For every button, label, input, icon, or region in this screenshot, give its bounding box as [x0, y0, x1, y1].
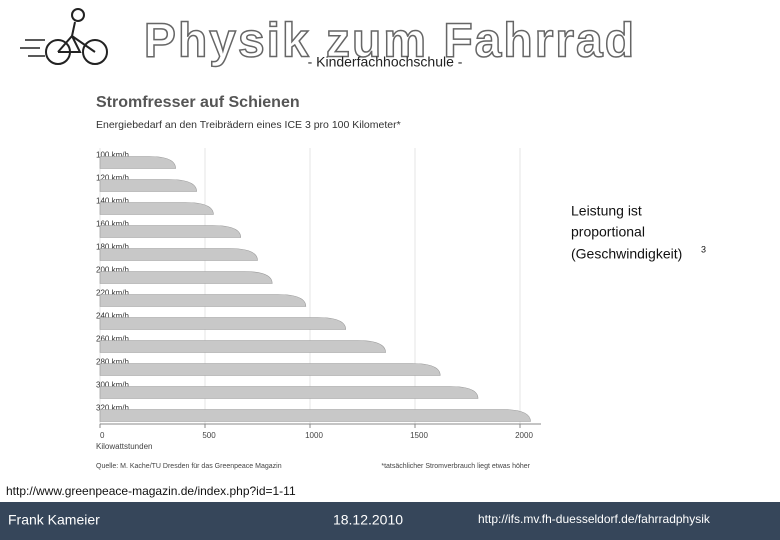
- bar: [99, 225, 242, 238]
- y-tick-label: 140 km/h: [96, 197, 129, 206]
- bar: [99, 363, 441, 376]
- bar: [99, 340, 386, 353]
- chart-title: Stromfresser auf Schienen: [96, 94, 300, 111]
- annotation-line: proportional: [571, 224, 645, 240]
- footer-url: http://ifs.mv.fh-duesseldorf.de/fahrradp…: [478, 512, 711, 526]
- annotation-exponent: 3: [701, 244, 706, 254]
- footer-author: Frank Kameier: [8, 512, 100, 528]
- y-tick-label: 120 km/h: [96, 174, 129, 183]
- y-tick-label: 240 km/h: [96, 312, 129, 321]
- bar: [99, 317, 347, 330]
- y-tick-label: 160 km/h: [96, 220, 129, 229]
- y-tick-label: 200 km/h: [96, 266, 129, 275]
- y-tick-label: 280 km/h: [96, 358, 129, 367]
- slide-title: Physik zum Fahrrad: [144, 15, 636, 68]
- footer-date: 18.12.2010: [333, 512, 403, 528]
- bar: [99, 179, 197, 192]
- bicycle-icon: [20, 8, 108, 65]
- x-tick-label: 2000: [515, 431, 533, 440]
- x-tick-label: 1000: [305, 431, 323, 440]
- bar: [99, 156, 176, 169]
- x-tick-label: 500: [202, 431, 216, 440]
- y-tick-label: 320 km/h: [96, 404, 129, 413]
- annotation-line: Leistung ist: [571, 203, 642, 219]
- bar: [99, 386, 479, 399]
- chart-source: Quelle: M. Kache/TU Dresden für das Gree…: [96, 463, 282, 470]
- annotation-line: (Geschwindigkeit): [571, 246, 682, 262]
- y-tick-label: 260 km/h: [96, 335, 129, 344]
- y-tick-label: 180 km/h: [96, 243, 129, 252]
- y-tick-label: 100 km/h: [96, 151, 129, 160]
- bar: [99, 248, 258, 261]
- slide-subtitle: - Kinderfachhochschule -: [308, 54, 463, 70]
- x-tick-label: 0: [100, 431, 105, 440]
- source-url: http://www.greenpeace-magazin.de/index.p…: [6, 484, 296, 498]
- bar: [99, 271, 273, 284]
- bar: [99, 409, 531, 422]
- x-tick-label: 1500: [410, 431, 428, 440]
- bar: [99, 202, 214, 215]
- chart-footnote: *tatsächlicher Stromverbrauch liegt etwa…: [381, 463, 530, 470]
- x-axis-label: Kilowattstunden: [96, 442, 152, 451]
- bar: [99, 294, 307, 307]
- y-tick-label: 220 km/h: [96, 289, 129, 298]
- y-tick-label: 300 km/h: [96, 381, 129, 390]
- footer-bar: [0, 502, 780, 540]
- chart-subtitle: Energiebedarf an den Treibrädern eines I…: [96, 119, 401, 131]
